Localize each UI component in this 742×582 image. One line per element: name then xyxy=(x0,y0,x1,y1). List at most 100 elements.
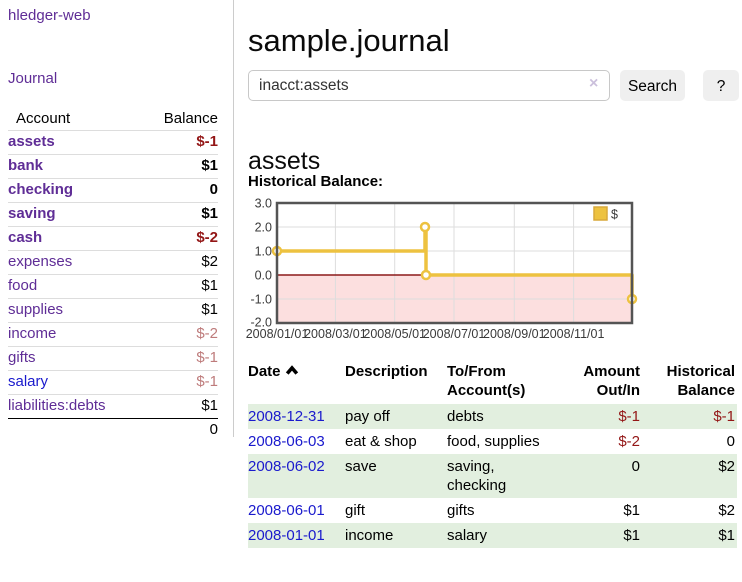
transaction-amount: $-2 xyxy=(618,433,640,450)
account-row: bank $1 xyxy=(8,154,218,179)
account-balance: $-2 xyxy=(142,226,218,251)
transaction-date-link[interactable]: 2008-12-31 xyxy=(248,408,325,425)
transaction-balance: 0 xyxy=(726,433,735,450)
svg-text:2008/01/01: 2008/01/01 xyxy=(246,327,309,341)
account-link-supplies[interactable]: supplies xyxy=(8,301,64,318)
account-balance: 0 xyxy=(142,178,218,203)
clear-search-icon[interactable]: × xyxy=(589,75,599,92)
account-balance: $1 xyxy=(142,298,218,323)
sidebar-item-journal[interactable]: Journal xyxy=(8,70,58,87)
account-balance: $-1 xyxy=(142,346,218,371)
transaction-date-link[interactable]: 2008-01-01 xyxy=(248,527,325,544)
account-balance: $-2 xyxy=(142,322,218,347)
accounts-header-account: Account xyxy=(8,106,143,131)
account-row: income $-2 xyxy=(8,322,218,347)
transaction-description: pay off xyxy=(345,408,390,425)
register-row: 2008-06-03 eat & shop food, supplies $-2… xyxy=(248,429,737,454)
account-link-salary[interactable]: salary xyxy=(8,373,49,390)
transaction-date-link[interactable]: 2008-06-01 xyxy=(248,502,325,519)
transaction-date-link[interactable]: 2008-06-03 xyxy=(248,433,325,450)
svg-text:-1.0: -1.0 xyxy=(250,293,272,307)
svg-text:2008/09/01: 2008/09/01 xyxy=(483,327,546,341)
help-button[interactable]: ? xyxy=(703,70,739,101)
transaction-amount: 0 xyxy=(631,458,640,475)
register-row: 2008-12-31 pay off debts $-1 $-1 xyxy=(248,404,737,429)
account-link-bank[interactable]: bank xyxy=(8,157,44,174)
account-row: liabilities:debts $1 xyxy=(8,394,218,419)
register-table: Date Description To/From Account(s) Amou… xyxy=(248,360,737,548)
account-link-liabilities-debts[interactable]: liabilities:debts xyxy=(8,397,106,414)
page-title: sample.journal xyxy=(248,22,450,58)
account-link-saving[interactable]: saving xyxy=(8,205,56,222)
svg-text:3.0: 3.0 xyxy=(255,197,272,211)
account-row: saving $1 xyxy=(8,202,218,227)
transaction-accounts: salary xyxy=(447,527,488,544)
sort-ascending-icon xyxy=(285,365,298,375)
accounts-total-row: 0 xyxy=(8,419,218,443)
account-row: cash $-2 xyxy=(8,226,218,251)
accounts-tree-table: Account Balance assets $-1 bank $1 checkin… xyxy=(8,106,218,442)
svg-text:2008/11/01: 2008/11/01 xyxy=(543,327,605,341)
account-balance: $1 xyxy=(142,154,218,179)
account-link-checking[interactable]: checking xyxy=(8,181,74,198)
account-row: food $1 xyxy=(8,274,218,299)
register-header-amount: Amount Out/In xyxy=(583,363,640,399)
account-link-assets[interactable]: assets xyxy=(8,133,55,150)
account-row: assets $-1 xyxy=(8,130,218,155)
transaction-balance: $2 xyxy=(718,458,735,475)
account-row: salary $-1 xyxy=(8,370,218,395)
svg-text:2008/07/01: 2008/07/01 xyxy=(423,327,486,341)
register-header-description: Description xyxy=(345,363,428,380)
accounts-header-balance: Balance xyxy=(142,106,218,131)
chart-heading: Historical Balance: xyxy=(248,173,384,190)
account-balance: $-1 xyxy=(142,370,218,395)
register-row: 2008-06-02 save saving, checking 0 $2 xyxy=(248,454,737,498)
transaction-balance: $2 xyxy=(718,502,735,519)
chart-data-points xyxy=(271,221,638,305)
account-balance: $1 xyxy=(142,202,218,227)
account-heading: assets xyxy=(248,146,321,175)
register-header-balance: Historical Balance xyxy=(666,363,735,399)
svg-text:2.0: 2.0 xyxy=(255,221,272,235)
chart-x-axis-labels: 2008/01/01 2008/03/01 2008/05/01 2008/07… xyxy=(246,327,605,341)
search-button[interactable]: Search xyxy=(620,70,685,101)
register-row: 2008-06-01 gift gifts $1 $2 xyxy=(248,498,737,523)
transaction-description: save xyxy=(345,458,377,475)
account-balance: $1 xyxy=(142,274,218,299)
account-link-food[interactable]: food xyxy=(8,277,38,294)
svg-text:2008/03/01: 2008/03/01 xyxy=(304,327,367,341)
transaction-accounts: gifts xyxy=(447,502,475,519)
register-header-date[interactable]: Date xyxy=(248,360,345,404)
account-link-gifts[interactable]: gifts xyxy=(8,349,36,366)
svg-text:0.0: 0.0 xyxy=(255,269,272,283)
transaction-description: income xyxy=(345,527,394,544)
transaction-amount: $1 xyxy=(623,502,640,519)
accounts-total-value: 0 xyxy=(209,421,218,438)
account-row: gifts $-1 xyxy=(8,346,218,371)
register-row: 2008-01-01 income salary $1 $1 xyxy=(248,523,737,548)
chart-legend-swatch xyxy=(593,206,608,221)
app-brand-link[interactable]: hledger-web xyxy=(8,7,91,24)
account-balance: $1 xyxy=(142,394,218,419)
transaction-description: eat & shop xyxy=(345,433,417,450)
transaction-accounts: food, supplies xyxy=(447,433,540,450)
transaction-date-link[interactable]: 2008-06-02 xyxy=(248,458,325,475)
account-link-income[interactable]: income xyxy=(8,325,57,342)
transaction-amount: $1 xyxy=(623,527,640,544)
chart-y-axis-labels: 3.0 2.0 1.0 0.0 -1.0 -2.0 xyxy=(250,197,272,330)
search-input[interactable] xyxy=(248,70,610,101)
historical-balance-chart: $ 3.0 2.0 1.0 0.0 -1.0 -2.0 2008/01/01 2… xyxy=(246,197,638,341)
transaction-balance: $-1 xyxy=(713,408,735,425)
account-link-cash[interactable]: cash xyxy=(8,229,43,246)
transaction-description: gift xyxy=(345,502,366,519)
svg-text:1.0: 1.0 xyxy=(255,245,272,259)
account-link-expenses[interactable]: expenses xyxy=(8,253,73,270)
sidebar-divider xyxy=(233,0,234,437)
transaction-amount: $-1 xyxy=(618,408,640,425)
svg-text:-2.0: -2.0 xyxy=(250,316,272,330)
account-row: expenses $2 xyxy=(8,250,218,275)
svg-text:2008/05/01: 2008/05/01 xyxy=(363,327,426,341)
register-header-accounts: To/From Account(s) xyxy=(447,363,526,399)
transaction-accounts: debts xyxy=(447,408,484,425)
account-balance: $2 xyxy=(142,250,218,275)
